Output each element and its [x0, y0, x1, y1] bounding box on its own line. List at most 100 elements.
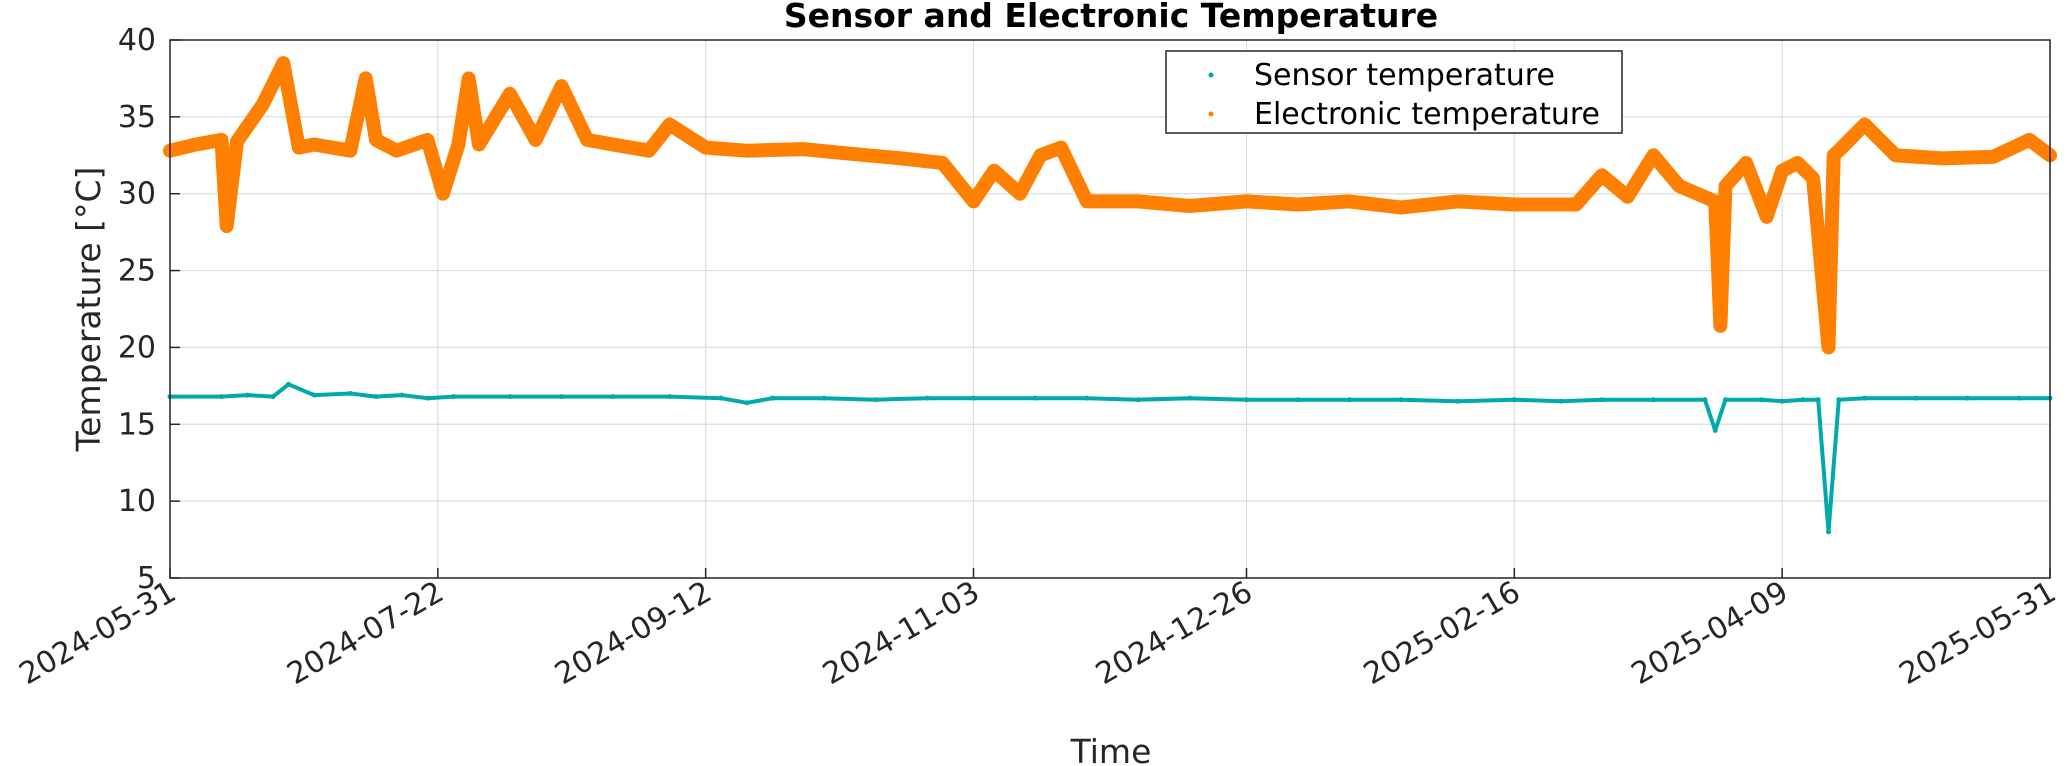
data-point: [1187, 395, 1193, 401]
data-point: [991, 168, 997, 174]
data-point: [940, 160, 946, 166]
data-point: [1764, 214, 1770, 220]
data-point: [971, 395, 977, 401]
data-point: [1398, 397, 1404, 403]
data-point: [1398, 205, 1404, 211]
data-point: [1243, 198, 1249, 204]
legend-marker-sensor: [1208, 72, 1214, 78]
x-tick-label: 2024-12-26: [1090, 575, 1258, 692]
y-tick-label: 25: [118, 254, 156, 289]
data-point: [234, 138, 240, 144]
data-point: [1826, 344, 1832, 350]
y-tick-label: 20: [118, 330, 156, 365]
data-point: [1676, 183, 1682, 189]
chart-title: Sensor and Electronic Temperature: [784, 0, 1438, 35]
data-point: [584, 137, 590, 143]
data-point: [219, 394, 225, 400]
data-point: [280, 60, 286, 66]
data-point: [1965, 395, 1971, 401]
data-point: [1862, 395, 1868, 401]
data-point: [924, 395, 930, 401]
data-point: [1892, 152, 1898, 158]
data-point: [270, 394, 276, 400]
data-point: [1599, 172, 1605, 178]
data-point: [455, 142, 461, 148]
y-tick-label: 10: [118, 484, 156, 519]
y-axis-label: Temperature [°C]: [69, 167, 108, 453]
data-point: [667, 394, 673, 400]
x-tick-label: 2025-04-09: [1626, 575, 1794, 692]
data-point: [2016, 395, 2022, 401]
data-point: [425, 395, 431, 401]
data-point: [1717, 323, 1723, 329]
data-point: [1037, 152, 1043, 158]
data-point: [1913, 395, 1919, 401]
data-point: [1702, 397, 1708, 403]
data-point: [558, 83, 564, 89]
data-point: [476, 142, 482, 148]
data-point: [744, 148, 750, 154]
data-point: [1084, 395, 1090, 401]
x-tick-label: 2024-07-22: [281, 575, 449, 692]
data-point: [466, 75, 472, 81]
y-tick-label: 5: [137, 561, 156, 596]
data-point: [1511, 201, 1517, 207]
data-point: [425, 137, 431, 143]
data-point: [224, 223, 230, 229]
data-point: [821, 395, 827, 401]
data-point: [311, 392, 317, 398]
data-point: [667, 122, 673, 128]
legend-label-sensor: Sensor temperature: [1254, 58, 1555, 93]
data-point: [801, 146, 807, 152]
data-point: [1017, 191, 1023, 197]
legend-marker-electronic: [1208, 111, 1214, 117]
x-axis-label: Time: [1070, 732, 1152, 766]
data-point: [1058, 145, 1064, 151]
y-tick-label: 15: [118, 407, 156, 442]
data-point: [1836, 397, 1842, 403]
data-point: [363, 75, 369, 81]
data-point: [394, 148, 400, 154]
data-point: [770, 395, 776, 401]
data-point: [1831, 152, 1837, 158]
data-point: [1723, 183, 1729, 189]
data-point: [1815, 397, 1821, 403]
data-point: [1032, 395, 1038, 401]
data-point: [898, 155, 904, 161]
y-axis-ticks: 5 10 15 20 25 30 35 40: [118, 23, 180, 596]
data-point: [1810, 175, 1816, 181]
data-point: [1779, 168, 1785, 174]
data-point: [2026, 137, 2032, 143]
data-point: [1347, 198, 1353, 204]
data-point: [1939, 155, 1945, 161]
data-point: [744, 400, 750, 406]
data-point: [450, 394, 456, 400]
x-tick-label: 2024-05-31: [14, 575, 182, 692]
data-point: [296, 145, 302, 151]
data-point: [1723, 397, 1729, 403]
plot-border: [169, 39, 2051, 579]
x-tick-label: 2025-02-16: [1358, 575, 1526, 692]
data-point: [219, 137, 225, 143]
data-point: [533, 137, 539, 143]
data-point: [1084, 198, 1090, 204]
data-point: [610, 142, 616, 148]
data-point: [244, 392, 250, 398]
data-point: [1990, 154, 1996, 160]
data-point: [440, 191, 446, 197]
data-point: [1243, 397, 1249, 403]
y-tick-label: 40: [118, 23, 156, 58]
data-point: [347, 391, 353, 397]
data-point: [1712, 198, 1718, 204]
data-point: [610, 394, 616, 400]
x-tick-label: 2024-11-03: [817, 575, 985, 692]
data-point: [1650, 397, 1656, 403]
data-point: [1558, 398, 1564, 404]
plot-area: [170, 40, 2050, 578]
data-point: [260, 102, 266, 108]
data-point: [347, 148, 353, 154]
grid: [169, 39, 2051, 579]
x-axis-ticks: 2024-05-31 2024-07-22 2024-09-12 2024-11-03…: [14, 568, 2062, 692]
data-point: [1625, 194, 1631, 200]
data-point: [646, 148, 652, 154]
